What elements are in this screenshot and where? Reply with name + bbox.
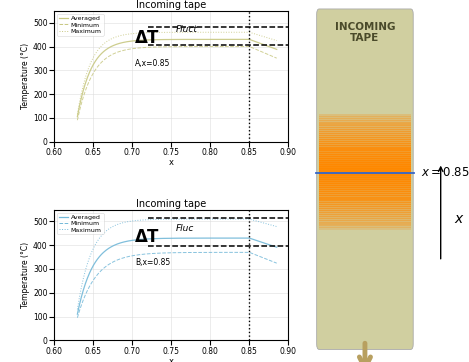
Bar (319, 220, 411, 223)
Text: $x = 0.85$: $x = 0.85$ (421, 166, 469, 179)
Bar (319, 118, 411, 121)
Bar (319, 141, 411, 144)
Bar (319, 172, 411, 174)
Bar (319, 129, 411, 132)
FancyBboxPatch shape (317, 9, 413, 349)
Bar (319, 216, 411, 219)
Bar (319, 173, 411, 176)
Bar (319, 144, 411, 148)
Bar (319, 214, 411, 217)
Text: $x$: $x$ (454, 212, 465, 226)
Bar (319, 164, 411, 167)
Bar (319, 204, 411, 207)
Bar (319, 166, 411, 169)
Bar (319, 201, 411, 203)
Text: B,x=0.85: B,x=0.85 (135, 258, 170, 267)
Bar (319, 152, 411, 155)
Bar (319, 150, 411, 153)
Text: $\mathbf{\Delta T}$: $\mathbf{\Delta T}$ (134, 228, 160, 246)
Bar (319, 223, 411, 227)
X-axis label: x: x (169, 158, 174, 167)
Legend: Averaged, Minimum, Maximum: Averaged, Minimum, Maximum (57, 213, 104, 235)
Text: INCOMING
TAPE: INCOMING TAPE (335, 21, 395, 43)
Bar (319, 195, 411, 198)
Bar (319, 197, 411, 199)
Bar (319, 187, 411, 190)
Bar (319, 191, 411, 194)
Bar (319, 218, 411, 221)
Legend: Averaged, Minimum, Maximum: Averaged, Minimum, Maximum (57, 14, 104, 36)
Bar (319, 156, 411, 159)
Bar (319, 133, 411, 136)
Bar (319, 116, 411, 119)
Bar (319, 125, 411, 129)
Bar (319, 177, 411, 180)
Bar (319, 198, 411, 201)
Bar (319, 189, 411, 192)
Bar (319, 123, 411, 126)
Bar (319, 208, 411, 211)
Bar (319, 212, 411, 215)
Title: Incoming tape: Incoming tape (136, 0, 206, 10)
Bar (319, 206, 411, 209)
Bar (319, 170, 411, 173)
Bar (319, 175, 411, 178)
Text: A,x=0.85: A,x=0.85 (135, 59, 170, 68)
Y-axis label: Temperature (°C): Temperature (°C) (21, 242, 30, 308)
Bar (319, 137, 411, 140)
Bar (319, 202, 411, 205)
Bar (319, 160, 411, 163)
Bar (319, 131, 411, 134)
Bar (319, 181, 411, 184)
Bar (319, 127, 411, 130)
Bar (319, 185, 411, 188)
Bar (319, 226, 411, 228)
Text: Fluct: Fluct (176, 25, 198, 34)
Bar (319, 168, 411, 171)
Bar (319, 119, 411, 123)
Bar (319, 148, 411, 151)
Bar (319, 122, 411, 125)
Bar (319, 135, 411, 138)
Bar (319, 147, 411, 150)
Bar (319, 179, 411, 182)
Bar (319, 139, 411, 142)
Bar (319, 183, 411, 186)
Bar (319, 158, 411, 161)
Text: Fluc: Fluc (176, 224, 194, 233)
Title: Incoming tape: Incoming tape (136, 199, 206, 209)
Bar (319, 162, 411, 165)
Bar (319, 193, 411, 196)
Bar (319, 114, 411, 117)
Text: $\mathbf{\Delta T}$: $\mathbf{\Delta T}$ (134, 29, 160, 47)
Bar (319, 227, 411, 230)
Bar (319, 222, 411, 224)
Bar (319, 154, 411, 157)
Bar (319, 143, 411, 146)
Bar (319, 210, 411, 213)
X-axis label: x: x (169, 357, 174, 362)
Y-axis label: Temperature (°C): Temperature (°C) (21, 43, 30, 109)
